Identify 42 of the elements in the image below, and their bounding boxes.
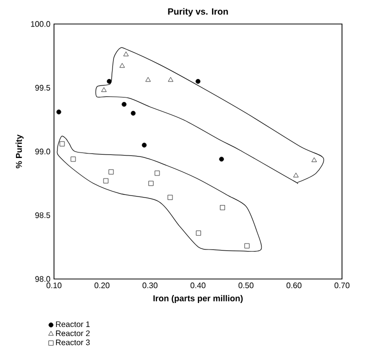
point (244, 243, 250, 248)
point (60, 141, 65, 146)
x-tick-label: 0.30 (142, 282, 158, 288)
point (106, 78, 112, 84)
x-tick-label: 0.40 (190, 282, 206, 288)
point (122, 102, 126, 107)
chart-title: Purity vs. Iron (168, 8, 228, 16)
legend-label: Reactor 3 (56, 340, 90, 346)
point (145, 77, 151, 82)
x-tick-label: 0.60 (286, 282, 302, 288)
y-axis-title: % Purity (16, 134, 24, 168)
point (70, 156, 76, 162)
point (103, 178, 108, 184)
y-tick-label: 98.5 (35, 212, 50, 218)
point (312, 157, 317, 162)
point (168, 194, 173, 200)
x-tick-label: 0.70 (334, 282, 350, 288)
point (293, 172, 299, 178)
x-tick-label: 0.10 (46, 282, 62, 288)
y-tick-label: 99.5 (35, 84, 50, 91)
legend-label: Reactor 1 (56, 321, 90, 328)
point (123, 52, 129, 56)
point (108, 169, 114, 174)
point (220, 205, 225, 210)
point (196, 230, 201, 236)
point (101, 87, 107, 92)
legend-label: Reactor 2 (56, 330, 90, 336)
point (196, 78, 200, 84)
y-tick-label: 99.0 (35, 148, 50, 154)
point (130, 110, 136, 116)
point (219, 156, 224, 162)
point (142, 142, 147, 148)
y-tick-label: 100.0 (31, 21, 50, 27)
x-axis-title: Iron (parts per million) (153, 295, 243, 303)
x-tick-label: 0.50 (238, 282, 254, 288)
point (56, 110, 62, 114)
point (148, 180, 154, 186)
x-tick-label: 0.20 (94, 282, 110, 288)
point (154, 170, 160, 176)
point (168, 77, 174, 82)
y-tick-label: 98.0 (35, 276, 50, 282)
point (120, 63, 125, 68)
